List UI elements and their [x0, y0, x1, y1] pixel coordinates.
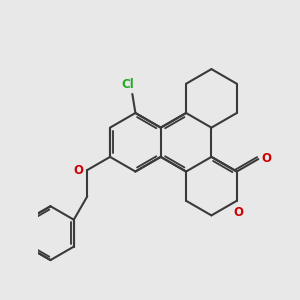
Text: O: O [233, 206, 243, 219]
Text: O: O [261, 152, 272, 165]
Text: Cl: Cl [121, 78, 134, 91]
Text: O: O [74, 164, 83, 177]
